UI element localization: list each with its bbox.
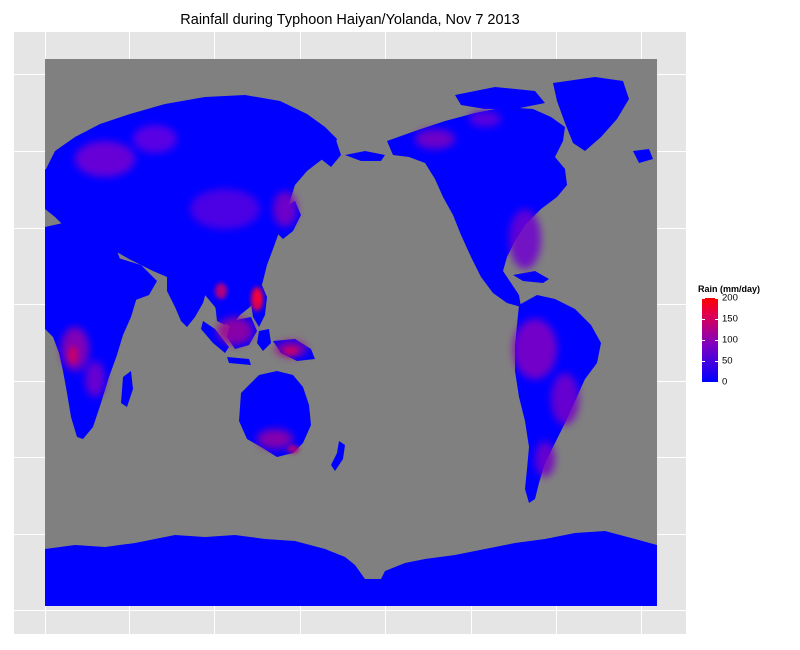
- greenland-landmass: [553, 77, 629, 151]
- legend-title: Rain (mm/day): [698, 284, 761, 294]
- minor-hotspots: [68, 283, 299, 453]
- caribbean-landmass: [513, 271, 549, 283]
- sumatra-landmass: [201, 321, 229, 353]
- india-landmass: [167, 273, 207, 327]
- legend: Rain (mm/day) 0 50 100 150 200: [698, 284, 788, 394]
- australia-landmass: [239, 371, 311, 457]
- iceland-landmass: [633, 149, 653, 163]
- antarctica-landmass: [45, 531, 657, 606]
- new-zealand-landmass: [331, 441, 345, 471]
- sulawesi-landmass: [257, 329, 271, 351]
- chart-title: Rainfall during Typhoon Haiyan/Yolanda, …: [180, 12, 520, 28]
- europe-landmass: [45, 169, 59, 205]
- legend-tick-label: 150: [722, 313, 738, 325]
- typhoon-haiyan-hotspot: [251, 287, 263, 311]
- legend-tick-label: 100: [722, 334, 738, 346]
- legend-tick-label: 200: [722, 292, 738, 304]
- africa-landmass: [45, 223, 137, 439]
- madagascar-landmass: [121, 371, 133, 407]
- kamchatka-landmass: [315, 129, 341, 167]
- gridline: [14, 610, 686, 611]
- legend-colorbar: [702, 298, 718, 382]
- arctic-islands-landmass: [455, 87, 545, 109]
- java-landmass: [227, 357, 251, 365]
- legend-tick-label: 0: [722, 376, 728, 388]
- rainfall-map: [45, 59, 657, 606]
- aleutians-landmass: [345, 151, 385, 161]
- rainfall-overlay: [61, 111, 579, 477]
- north-america-landmass: [387, 107, 567, 307]
- legend-tick-label: 50: [722, 355, 733, 367]
